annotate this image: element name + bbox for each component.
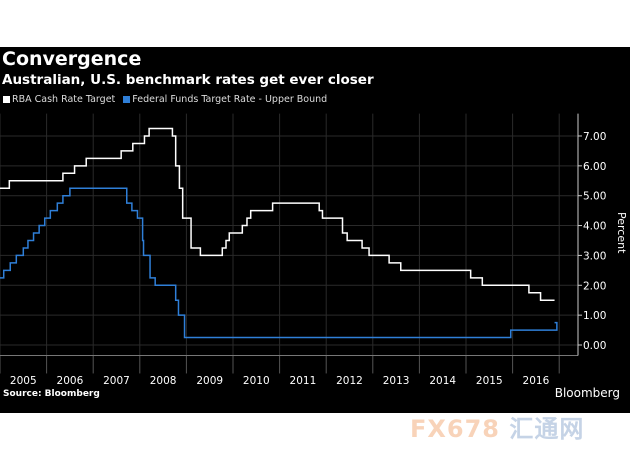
legend-swatch-rba <box>3 96 10 103</box>
y-tick-label: 1.00 <box>583 310 606 322</box>
chart-title: Convergence <box>2 48 142 70</box>
legend-item-fed: Federal Funds Target Rate - Upper Bound <box>123 94 327 106</box>
x-tick-label: 2015 <box>476 375 503 387</box>
x-tick-label: 2005 <box>10 375 37 387</box>
source-note: Source: Bloomberg <box>3 389 100 399</box>
x-tick-label: 2006 <box>57 375 84 387</box>
x-tick-label: 2012 <box>336 375 363 387</box>
legend-item-rba: RBA Cash Rate Target <box>3 94 115 106</box>
y-tick-label: 3.00 <box>583 250 606 262</box>
x-tick-label: 2013 <box>383 375 410 387</box>
y-tick-label: 6.00 <box>583 161 606 173</box>
chart-panel <box>0 47 630 413</box>
x-tick-label: 2014 <box>429 375 456 387</box>
legend: RBA Cash Rate Target Federal Funds Targe… <box>3 94 327 106</box>
legend-label-rba: RBA Cash Rate Target <box>12 94 116 105</box>
series-line-fed <box>0 187 558 339</box>
series-line-rba <box>0 127 555 301</box>
bloomberg-logo: Bloomberg <box>554 386 620 400</box>
legend-label-fed: Federal Funds Target Rate - Upper Bound <box>132 94 328 105</box>
x-tick-label: 2009 <box>196 375 223 387</box>
x-tick-label: 2007 <box>103 375 130 387</box>
chart-subtitle: Australian, U.S. benchmark rates get eve… <box>2 72 374 88</box>
y-tick-label: 7.00 <box>583 131 606 143</box>
y-tick-label: 5.00 <box>583 191 606 203</box>
watermark-text: FX678 <box>410 415 500 443</box>
watermark: FX678 汇通网 <box>410 415 584 443</box>
legend-swatch-fed <box>123 96 131 103</box>
y-tick-label: 0.00 <box>583 340 606 352</box>
y-tick-label: 4.00 <box>583 221 606 233</box>
y-tick-label: 2.00 <box>583 280 606 292</box>
watermark-cn: 汇通网 <box>509 415 585 443</box>
x-tick-label: 2011 <box>290 375 317 387</box>
x-tick-label: 2016 <box>523 375 550 387</box>
x-tick-label: 2010 <box>243 375 270 387</box>
y-axis-label: Percent <box>615 212 628 254</box>
x-tick-label: 2008 <box>150 375 177 387</box>
